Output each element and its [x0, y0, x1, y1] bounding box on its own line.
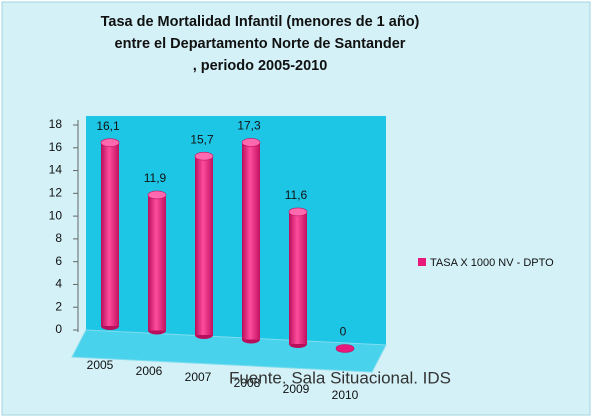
bar-part: [195, 156, 213, 335]
bar: [288, 207, 308, 348]
value-label: 15,7: [190, 132, 214, 146]
x-tick-label: 2008: [234, 376, 261, 390]
y-tick-label: 10: [49, 208, 63, 222]
bar-part: [288, 207, 308, 217]
y-tick-label: 0: [55, 322, 62, 336]
bar: [335, 344, 355, 353]
y-tick-label: 16: [49, 140, 63, 154]
bar-part: [241, 138, 261, 147]
bar-part: [147, 190, 167, 200]
value-label: 11,9: [144, 171, 167, 185]
y-tick-label: 6: [55, 254, 62, 268]
y-tick-label: 8: [55, 231, 62, 245]
x-tick-label: 2005: [87, 358, 114, 372]
y-tick-label: 4: [55, 277, 62, 291]
bar-part: [194, 151, 214, 161]
x-tick-label: 2010: [332, 388, 359, 402]
bar: [100, 138, 120, 330]
chart-title: , periodo 2005-2010: [193, 58, 328, 74]
bar-part: [335, 344, 355, 353]
y-tick-label: 12: [49, 186, 63, 200]
value-label: 11,6: [285, 188, 308, 202]
chart-title: Tasa de Mortalidad Infantil (menores de …: [101, 14, 420, 30]
bar-part: [100, 138, 120, 147]
legend-swatch: [418, 258, 426, 266]
bar: [194, 151, 214, 339]
x-tick-label: 2009: [283, 382, 310, 396]
x-tick-label: 2006: [136, 364, 163, 378]
bar: [241, 138, 261, 344]
annotation: Fuente. Sala Situacional. IDS: [229, 368, 451, 387]
floor: [71, 329, 387, 373]
value-label: 17,3: [237, 119, 261, 133]
bar-part: [289, 211, 307, 344]
y-tick-label: 2: [55, 299, 62, 313]
chart-title: entre el Departamento Norte de Santander: [115, 36, 406, 52]
legend-label: TASA X 1000 NV - DPTO: [430, 257, 554, 269]
plot-area: [86, 116, 386, 345]
bar: [147, 190, 167, 335]
value-label: 0: [340, 325, 347, 339]
y-tick-label: 18: [49, 117, 63, 131]
bar-part: [148, 194, 166, 331]
value-label: 16,1: [96, 119, 120, 133]
bar-part: [101, 142, 119, 326]
y-tick-label: 14: [49, 163, 63, 177]
bar-part: [242, 142, 260, 340]
x-tick-label: 2007: [185, 370, 212, 384]
